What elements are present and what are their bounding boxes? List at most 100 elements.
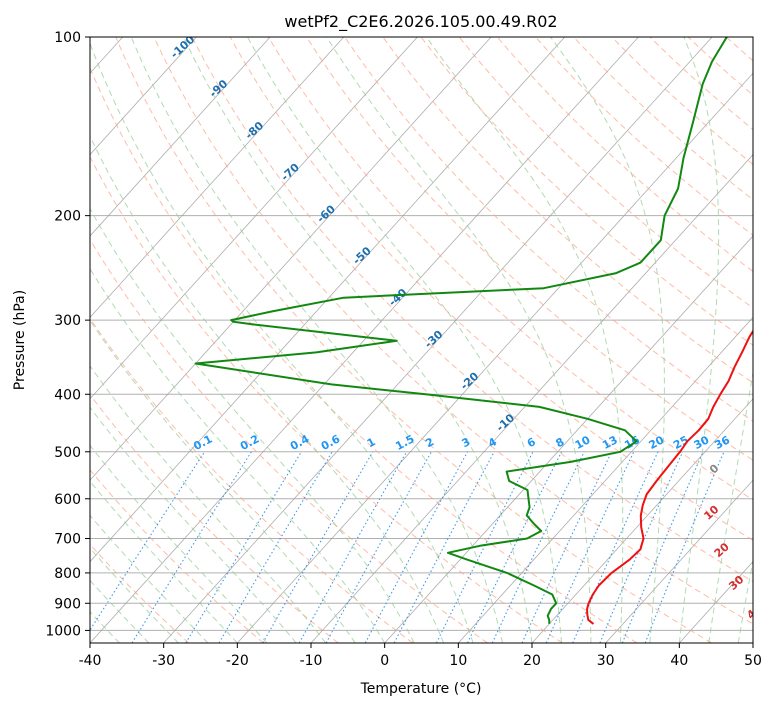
mixing-ratio-label: 20: [647, 433, 667, 452]
isotherm-line: [531, 398, 753, 643]
isotherm-line: [90, 37, 418, 400]
dry-adiabat-line: [229, 37, 753, 541]
x-tick-label: 10: [449, 653, 467, 669]
dewpoint-profile: [194, 37, 728, 624]
y-tick-label: 300: [54, 313, 81, 329]
dry-adiabat-line: [90, 155, 563, 643]
y-tick-label: 1000: [45, 623, 81, 639]
x-tick-label: -10: [300, 653, 323, 669]
isotherm-line: [163, 37, 713, 643]
x-tick-label: -20: [226, 653, 249, 669]
y-tick-label: 400: [54, 387, 81, 403]
mixing-ratio-line: [545, 451, 635, 643]
plot-frame: [89, 36, 754, 644]
x-tick-label: 20: [523, 653, 541, 669]
isotherm-line: [605, 479, 753, 643]
y-tick-label: 100: [54, 30, 81, 46]
isotherm-line: [90, 37, 492, 481]
mixing-ratio-line: [131, 451, 252, 643]
y-axis: 100 200 300 400 500 600 700 800 900 1000: [45, 30, 90, 639]
moist-adiabat-line: [90, 444, 268, 643]
dry-adiabat-line: [90, 393, 339, 643]
dry-adiabat-line: [90, 66, 638, 643]
dry-adiabat-line: [306, 37, 753, 461]
moist-adiabat-line: [90, 207, 415, 643]
dry-adiabat-line: [115, 37, 712, 643]
mixing-ratio-line: [298, 451, 408, 643]
x-axis: -40 -30 -20 -10 0 10 20 30 40 50: [79, 643, 762, 669]
background-lines: [90, 37, 753, 643]
mixing-ratio-line: [491, 451, 585, 643]
moist-adiabat-line: [90, 406, 297, 643]
y-tick-label: 200: [54, 209, 81, 225]
profile-lines: [194, 37, 753, 625]
y-tick-label: 500: [54, 445, 81, 461]
mixing-ratio-line: [262, 451, 374, 643]
isotherm-line: [90, 37, 197, 156]
moist-adiabat-line: [737, 557, 753, 643]
mixing-ratio-line: [364, 451, 469, 643]
moist-adiabat-line: [90, 480, 238, 643]
moist-adiabat-line: [708, 370, 753, 643]
mixing-ratio-line: [521, 451, 613, 643]
x-axis-label: Temperature (°C): [360, 681, 482, 697]
mixing-ratio-label: 10: [573, 433, 593, 452]
mixing-ratio-label: 36: [712, 433, 732, 452]
moist-adiabat-line: [550, 37, 665, 643]
mixing-ratio-label: 13: [600, 433, 620, 452]
moist-adiabat-line: [90, 42, 474, 643]
isotherm-line: [384, 235, 753, 643]
x-tick-label: 0: [380, 653, 389, 669]
dry-adiabat-line: [420, 37, 753, 346]
mixing-ratio-line: [185, 451, 302, 643]
moist-adiabat-line: [183, 37, 533, 643]
dry-adiabat-line: [382, 37, 753, 384]
dry-adiabat-line: [90, 317, 414, 643]
isotherm-line: [90, 37, 639, 643]
moist-adiabat-line: [90, 135, 445, 643]
isotherm-line: [90, 37, 345, 318]
mixing-ratio-line: [467, 451, 563, 643]
moist-adiabat-line: [90, 365, 327, 643]
mixing-ratio-line: [599, 451, 684, 643]
mixing-ratio-line: [621, 451, 704, 643]
dry-adiabat-line: [573, 37, 753, 201]
moist-adiabat-line: [90, 267, 386, 643]
isotherm-line: [458, 316, 753, 643]
moist-adiabat-line: [247, 37, 562, 643]
x-tick-label: 40: [670, 653, 688, 669]
y-tick-label: 700: [54, 532, 81, 548]
mixing-ratio-line: [325, 451, 432, 643]
dry-adiabat-line: [535, 37, 753, 236]
isotherm-line: [237, 72, 753, 643]
chart-title: wetPf2_C2E6.2026.105.00.49.R02: [284, 12, 557, 32]
mixing-ratio-line: [572, 451, 659, 643]
mixing-ratio-line: [90, 451, 206, 632]
dry-adiabat-line: [191, 37, 753, 583]
y-tick-label: 900: [54, 596, 81, 612]
x-tick-label: 30: [597, 653, 615, 669]
x-tick-label: 50: [744, 653, 762, 669]
moist-adiabat-line: [425, 37, 624, 643]
moist-adiabat-line: [90, 319, 356, 643]
x-tick-label: -40: [79, 653, 102, 669]
dry-adiabat-label: 40: [744, 602, 764, 622]
mixing-ratio-label: 25: [671, 433, 691, 452]
isotherm-line: [90, 37, 271, 237]
dry-adiabat-line: [344, 37, 753, 422]
mixing-ratio-label: 30: [692, 433, 712, 452]
mixing-ratio-line: [644, 451, 725, 643]
dry-adiabat-line: [458, 37, 753, 309]
mixing-ratio-line: [218, 451, 333, 643]
y-axis-label: Pressure (hPa): [12, 290, 28, 390]
temperature-profile: [586, 329, 753, 625]
dry-adiabat-line: [153, 37, 753, 625]
y-tick-label: 600: [54, 492, 81, 508]
isotherm-line: [90, 37, 566, 563]
dry-adiabat-line: [611, 37, 753, 166]
moist-adiabat-line: [678, 37, 720, 643]
x-tick-label: -30: [152, 653, 175, 669]
y-tick-label: 800: [54, 566, 81, 582]
